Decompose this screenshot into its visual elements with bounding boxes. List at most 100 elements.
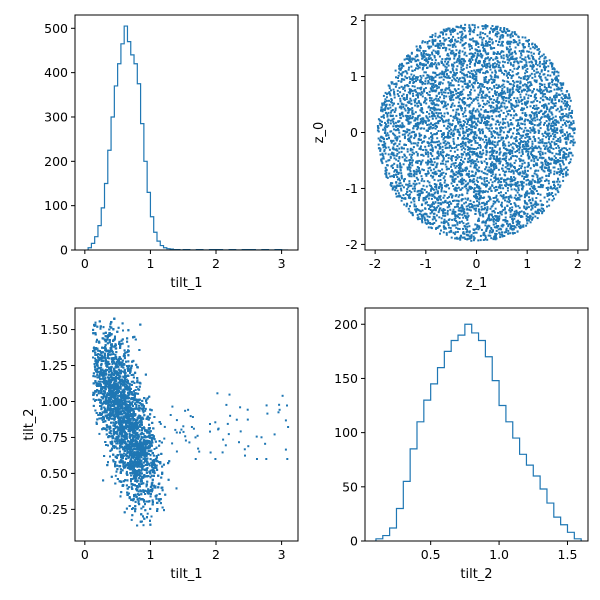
scatter-point — [539, 183, 542, 186]
scatter-point — [496, 96, 499, 99]
scatter-point — [523, 177, 525, 180]
scatter-point — [436, 192, 439, 195]
scatter-point — [520, 194, 523, 197]
scatter-point — [408, 166, 410, 169]
scatter-point — [473, 63, 476, 66]
scatter-point — [484, 72, 487, 75]
scatter-point — [466, 216, 469, 219]
scatter-point — [452, 30, 454, 33]
scatter-point — [431, 40, 434, 43]
scatter-point — [491, 147, 494, 149]
scatter-point — [524, 136, 527, 139]
scatter-point — [527, 76, 530, 79]
scatter-point — [495, 25, 498, 28]
scatter-point — [463, 142, 466, 145]
scatter-point — [513, 202, 516, 205]
scatter-point — [488, 151, 491, 154]
scatter-point — [442, 119, 444, 122]
scatter-point — [454, 166, 457, 169]
scatter-point — [436, 206, 438, 209]
scatter-point — [402, 88, 405, 90]
scatter-point — [551, 187, 554, 190]
scatter-point — [527, 178, 530, 181]
scatter-point — [519, 180, 522, 183]
scatter-point — [431, 89, 434, 92]
scatter-point — [397, 173, 400, 175]
scatter-point — [505, 229, 508, 232]
scatter-point — [405, 205, 408, 208]
scatter-point — [497, 84, 500, 87]
scatter-point — [387, 124, 390, 127]
scatter-point — [475, 69, 478, 72]
scatter-point — [516, 61, 519, 64]
scatter-point — [439, 153, 442, 155]
scatter-point — [428, 46, 431, 49]
scatter-point — [542, 104, 545, 106]
scatter-point — [537, 132, 540, 134]
scatter-point — [493, 144, 496, 147]
scatter-point — [508, 158, 511, 161]
scatter-point — [530, 189, 533, 192]
scatter-point — [485, 44, 487, 47]
scatter-point — [415, 80, 417, 83]
scatter-point — [518, 91, 520, 93]
scatter-point — [554, 188, 557, 191]
scatter-point — [565, 115, 568, 118]
scatter-point — [502, 99, 505, 102]
scatter-point — [538, 62, 541, 65]
scatter-point — [462, 27, 465, 30]
scatter-point — [452, 140, 455, 143]
scatter-point — [492, 30, 494, 33]
scatter-point — [471, 121, 474, 124]
scatter-point — [405, 70, 408, 73]
scatter-point — [564, 97, 567, 99]
scatter-point — [540, 117, 542, 120]
scatter-point — [432, 168, 435, 171]
scatter-point — [519, 60, 522, 63]
scatter-point — [411, 187, 414, 190]
scatter-point — [476, 184, 478, 187]
scatter-point — [432, 42, 434, 45]
scatter-point — [561, 134, 564, 137]
scatter-point — [518, 50, 521, 53]
scatter-point — [517, 122, 520, 125]
scatter-point — [436, 114, 439, 117]
scatter-point — [427, 53, 430, 56]
scatter-point — [420, 53, 423, 56]
scatter-point — [534, 205, 537, 208]
scatter-point — [457, 84, 460, 87]
scatter-point — [451, 147, 453, 150]
scatter-point — [476, 108, 479, 111]
scatter-point — [413, 200, 416, 203]
scatter-point — [386, 164, 389, 167]
scatter-point — [395, 128, 398, 131]
scatter-point — [396, 189, 399, 192]
scatter-point — [429, 126, 432, 129]
scatter-point — [478, 197, 481, 200]
scatter-point — [532, 56, 535, 59]
scatter-point — [398, 112, 401, 115]
scatter-point — [431, 53, 434, 56]
scatter-point — [534, 119, 537, 122]
scatter-point — [470, 70, 473, 72]
scatter-point — [543, 62, 546, 65]
scatter-point — [501, 44, 504, 47]
scatter-point — [481, 85, 484, 88]
scatter-point — [519, 118, 522, 121]
scatter-point — [466, 130, 469, 132]
scatter-point — [414, 55, 417, 58]
scatter-point — [462, 147, 465, 149]
scatter-point — [398, 86, 401, 89]
scatter-point — [535, 62, 537, 65]
scatter-point — [483, 65, 486, 67]
scatter-point — [493, 186, 496, 189]
scatter-point — [410, 73, 413, 76]
scatter-point — [501, 31, 504, 33]
scatter-point — [538, 90, 541, 93]
scatter-point — [424, 135, 427, 138]
scatter-point — [453, 42, 456, 45]
scatter-point — [460, 188, 463, 191]
scatter-point — [519, 126, 521, 129]
scatter-point — [533, 104, 535, 107]
scatter-point — [404, 114, 407, 117]
